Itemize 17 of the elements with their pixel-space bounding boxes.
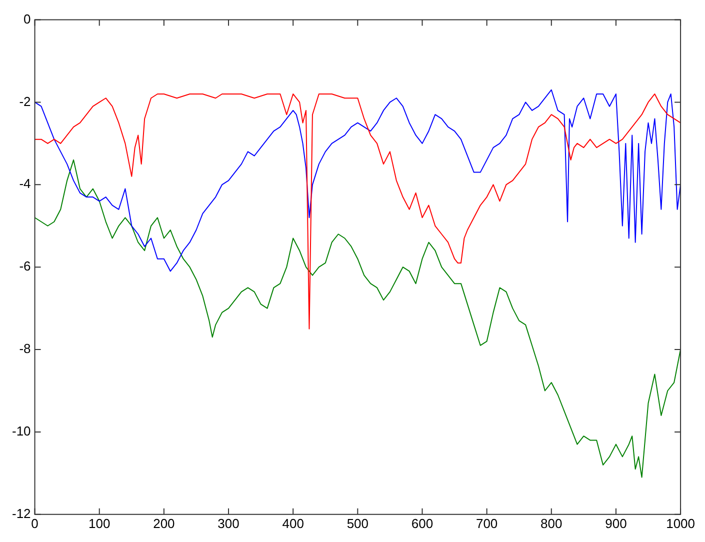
y-tick-label: -2	[19, 94, 31, 109]
y-tick-label: -4	[19, 176, 31, 192]
x-tick-label: 300	[218, 516, 240, 531]
x-tick-label: 100	[88, 516, 110, 531]
y-tick-label: -8	[19, 341, 31, 356]
y-tick-label: -12	[12, 506, 31, 521]
x-tick-label: 700	[476, 516, 498, 531]
x-tick-label: 1000	[666, 516, 695, 531]
x-tick-label: 800	[540, 516, 562, 531]
x-tick-label: 500	[346, 516, 369, 531]
x-tick-label: 600	[411, 516, 434, 531]
y-tick-label: -6	[19, 258, 31, 274]
x-tick-label: 400	[282, 516, 304, 531]
x-tick-label: 200	[153, 516, 175, 531]
y-tick-label: 0	[24, 11, 31, 26]
y-tick-label: -10	[12, 424, 31, 439]
x-tick-label: 900	[605, 516, 627, 531]
